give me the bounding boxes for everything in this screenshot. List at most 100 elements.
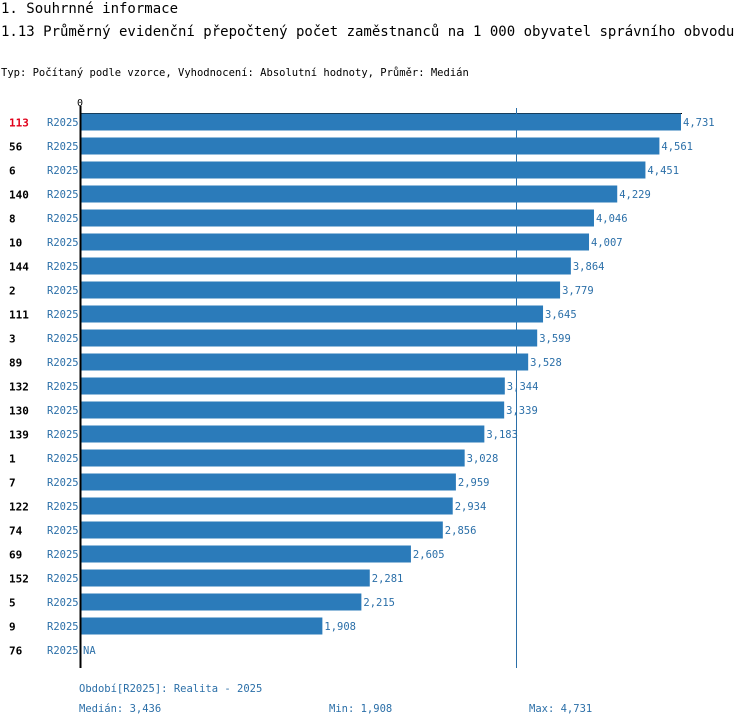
bar bbox=[80, 353, 529, 371]
series-label: R2025 bbox=[47, 165, 79, 177]
bar bbox=[80, 449, 465, 467]
series-label: R2025 bbox=[47, 213, 79, 225]
series-label: R2025 bbox=[47, 405, 79, 417]
row-id-label: 111 bbox=[9, 309, 29, 322]
bar-value-label: 4,561 bbox=[661, 141, 693, 153]
series-label: R2025 bbox=[47, 237, 79, 249]
bar bbox=[80, 257, 571, 275]
bar bbox=[80, 113, 681, 131]
bar bbox=[80, 209, 594, 227]
row-id-label: 152 bbox=[9, 573, 29, 586]
axis-zero-label: 0 bbox=[77, 98, 83, 109]
bar-value-label: NA bbox=[83, 645, 96, 657]
bar-value-label: 3,779 bbox=[562, 285, 594, 297]
bar-value-label: 2,856 bbox=[445, 525, 477, 537]
bar bbox=[80, 545, 411, 563]
bar bbox=[80, 569, 370, 587]
bar bbox=[80, 425, 485, 443]
row-id-label: 2 bbox=[9, 285, 16, 298]
series-label: R2025 bbox=[47, 597, 79, 609]
series-label: R2025 bbox=[47, 333, 79, 345]
series-label: R2025 bbox=[47, 501, 79, 513]
bar bbox=[80, 521, 443, 539]
series-label: R2025 bbox=[47, 477, 79, 489]
bar-value-label: 3,344 bbox=[507, 381, 539, 393]
bar-value-label: 4,451 bbox=[647, 165, 679, 177]
row-id-label: 10 bbox=[9, 237, 22, 250]
row-id-label: 7 bbox=[9, 477, 16, 490]
row-id-label: 132 bbox=[9, 381, 29, 394]
row-id-label: 76 bbox=[9, 645, 23, 658]
period-label: Období[R2025]: Realita - 2025 bbox=[79, 683, 263, 695]
bar bbox=[80, 497, 453, 515]
series-label: R2025 bbox=[47, 645, 79, 657]
bar-value-label: 4,229 bbox=[619, 189, 651, 201]
median-label: Medián: 3,436 bbox=[79, 703, 162, 715]
row-id-label: 8 bbox=[9, 213, 16, 226]
min-label: Min: 1,908 bbox=[329, 703, 393, 715]
series-label: R2025 bbox=[47, 141, 79, 153]
bar bbox=[80, 473, 456, 491]
series-label: R2025 bbox=[47, 285, 79, 297]
bar-value-label: 2,605 bbox=[413, 549, 445, 561]
chart-title: 1.13 Průměrný evidenční přepočtený počet… bbox=[1, 24, 735, 40]
bar bbox=[80, 593, 362, 611]
row-id-label: 89 bbox=[9, 357, 22, 370]
bar-value-label: 4,731 bbox=[683, 117, 715, 129]
series-label: R2025 bbox=[47, 117, 79, 129]
bar bbox=[80, 617, 323, 635]
row-id-label: 69 bbox=[9, 549, 22, 562]
series-label: R2025 bbox=[47, 309, 79, 321]
bar bbox=[80, 185, 618, 203]
series-label: R2025 bbox=[47, 357, 79, 369]
row-id-label: 144 bbox=[9, 261, 29, 274]
bar bbox=[80, 329, 538, 347]
bar-value-label: 3,864 bbox=[573, 261, 605, 273]
row-id-label: 56 bbox=[9, 141, 23, 154]
bar-value-label: 3,339 bbox=[506, 405, 538, 417]
series-label: R2025 bbox=[47, 381, 79, 393]
row-id-label: 122 bbox=[9, 501, 29, 514]
bar-value-label: 4,007 bbox=[591, 237, 623, 249]
bar-value-label: 3,183 bbox=[486, 429, 518, 441]
row-id-label: 5 bbox=[9, 597, 16, 610]
bar-value-label: 3,028 bbox=[467, 453, 499, 465]
bar-value-label: 2,934 bbox=[455, 501, 487, 513]
bar-value-label: 3,599 bbox=[539, 333, 571, 345]
max-label: Max: 4,731 bbox=[529, 703, 593, 715]
series-label: R2025 bbox=[47, 525, 79, 537]
bar-value-label: 2,281 bbox=[372, 573, 404, 585]
row-id-label: 113 bbox=[9, 117, 29, 130]
bar-value-label: 3,645 bbox=[545, 309, 577, 321]
bar-value-label: 4,046 bbox=[596, 213, 628, 225]
bar bbox=[80, 281, 561, 299]
row-id-label: 140 bbox=[9, 189, 29, 202]
row-id-label: 139 bbox=[9, 429, 29, 442]
row-id-label: 6 bbox=[9, 165, 16, 178]
section-title: 1. Souhrnné informace bbox=[1, 1, 179, 17]
bar-value-label: 3,528 bbox=[530, 357, 562, 369]
bar bbox=[80, 401, 505, 419]
row-id-label: 3 bbox=[9, 333, 16, 346]
chart-subtitle: Typ: Počítaný podle vzorce, Vyhodnocení:… bbox=[1, 67, 469, 79]
series-label: R2025 bbox=[47, 429, 79, 441]
series-label: R2025 bbox=[47, 573, 79, 585]
row-id-label: 1 bbox=[9, 453, 16, 466]
series-label: R2025 bbox=[47, 453, 79, 465]
bar bbox=[80, 377, 505, 395]
series-label: R2025 bbox=[47, 621, 79, 633]
row-id-label: 74 bbox=[9, 525, 23, 538]
bar bbox=[80, 161, 646, 179]
bar-value-label: 2,215 bbox=[363, 597, 395, 609]
series-label: R2025 bbox=[47, 261, 79, 273]
series-label: R2025 bbox=[47, 189, 79, 201]
bar bbox=[80, 233, 590, 251]
bar bbox=[80, 137, 660, 155]
series-label: R2025 bbox=[47, 549, 79, 561]
row-id-label: 9 bbox=[9, 621, 16, 634]
bar-value-label: 2,959 bbox=[458, 477, 490, 489]
row-id-label: 130 bbox=[9, 405, 29, 418]
bar-value-label: 1,908 bbox=[324, 621, 356, 633]
bar bbox=[80, 305, 544, 323]
